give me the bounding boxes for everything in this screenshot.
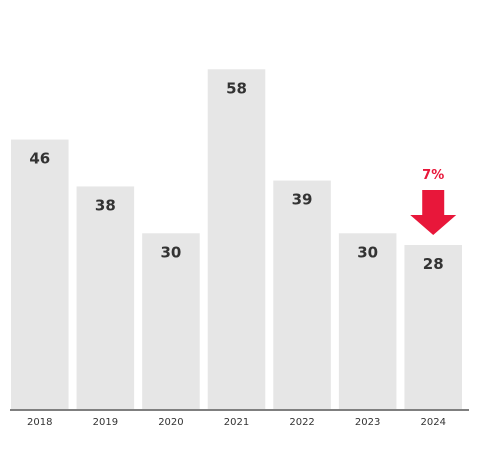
value-label-2020: 30 <box>160 243 181 261</box>
bar-2018 <box>11 139 69 410</box>
value-label-2022: 39 <box>292 191 313 209</box>
bar-2022 <box>273 180 331 409</box>
bar-2024 <box>404 245 462 409</box>
value-label-2021: 58 <box>226 79 247 97</box>
tick-label-2022: 2022 <box>289 417 314 428</box>
down-arrow-icon <box>410 190 457 235</box>
bars-group <box>11 69 462 410</box>
tick-label-2019: 2019 <box>93 417 118 428</box>
bar-2023 <box>338 233 397 409</box>
bar-2019 <box>76 186 135 409</box>
value-label-2023: 30 <box>357 243 378 261</box>
tick-label-2020: 2020 <box>158 417 183 428</box>
x-tick-labels-group: 2018 2019 2020 2021 2022 2023 2024 <box>27 417 446 428</box>
tick-label-2024: 2024 <box>420 417 445 428</box>
tick-label-2021: 2021 <box>224 417 249 428</box>
tick-label-2018: 2018 <box>27 417 52 428</box>
value-label-2024: 28 <box>423 255 444 273</box>
value-label-2019: 38 <box>95 196 116 214</box>
tick-label-2023: 2023 <box>355 417 380 428</box>
value-label-2018: 46 <box>29 150 50 168</box>
bar-2020 <box>142 233 200 409</box>
bar-2021 <box>207 69 266 410</box>
annotation-percent-label: 7% <box>422 168 444 183</box>
annotation-group: 7% <box>410 168 457 235</box>
value-labels-group: 46 38 30 58 39 30 28 <box>29 79 443 273</box>
